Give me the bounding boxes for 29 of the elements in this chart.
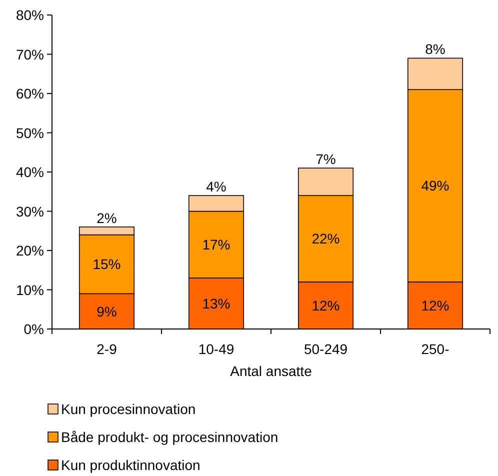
y-tick-label: 10% (16, 282, 44, 298)
y-tick-label: 60% (16, 86, 44, 102)
y-tick-label: 0% (24, 321, 44, 337)
data-label: 49% (421, 178, 450, 194)
y-tick-label: 50% (16, 124, 44, 141)
data-label: 17% (202, 236, 230, 253)
y-tick-label: 30% (16, 203, 44, 220)
legend-label: Kun procesinnovation (61, 401, 196, 417)
x-tick-label: 2-9 (96, 341, 118, 357)
data-label: 13% (202, 295, 230, 312)
data-label: 7% (316, 151, 336, 168)
legend-label: Kun produktinnovation (61, 457, 200, 473)
data-label: 12% (421, 297, 450, 314)
data-label: 9% (96, 303, 117, 320)
data-label: 15% (92, 256, 121, 272)
data-label: 2% (96, 210, 117, 226)
x-tick-label: 50-249 (304, 341, 348, 357)
data-label: 4% (206, 178, 226, 195)
x-tick-label: 250- (421, 341, 450, 357)
y-tick-label: 70% (16, 46, 44, 62)
data-label: 8% (425, 41, 446, 58)
legend-label: Både produkt- og procesinnovation (61, 429, 278, 445)
data-label: 12% (312, 297, 340, 314)
y-tick-label: 40% (16, 164, 44, 180)
y-tick-label: 80% (16, 7, 44, 23)
x-tick-label: 10-49 (198, 341, 234, 357)
data-label: 22% (312, 230, 340, 247)
x-axis-title: Antal ansatte (230, 363, 312, 379)
y-tick-label: 20% (16, 242, 44, 258)
